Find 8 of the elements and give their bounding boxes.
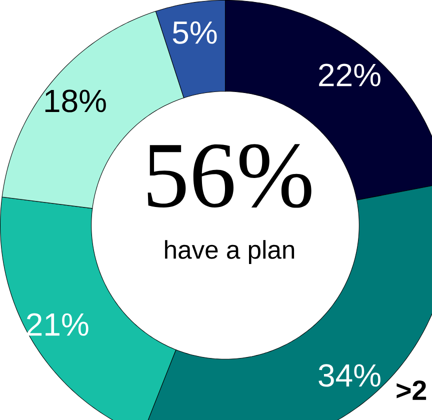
data-label: 5% <box>172 21 217 44</box>
text: 56% <box>148 144 312 208</box>
data-label: 22% <box>319 64 380 86</box>
text: have a plan <box>165 240 294 264</box>
data-label: 34% <box>318 364 380 387</box>
text: >2 <box>396 380 426 400</box>
data-label: 21% <box>26 313 88 336</box>
data-label: 18% <box>45 90 106 112</box>
